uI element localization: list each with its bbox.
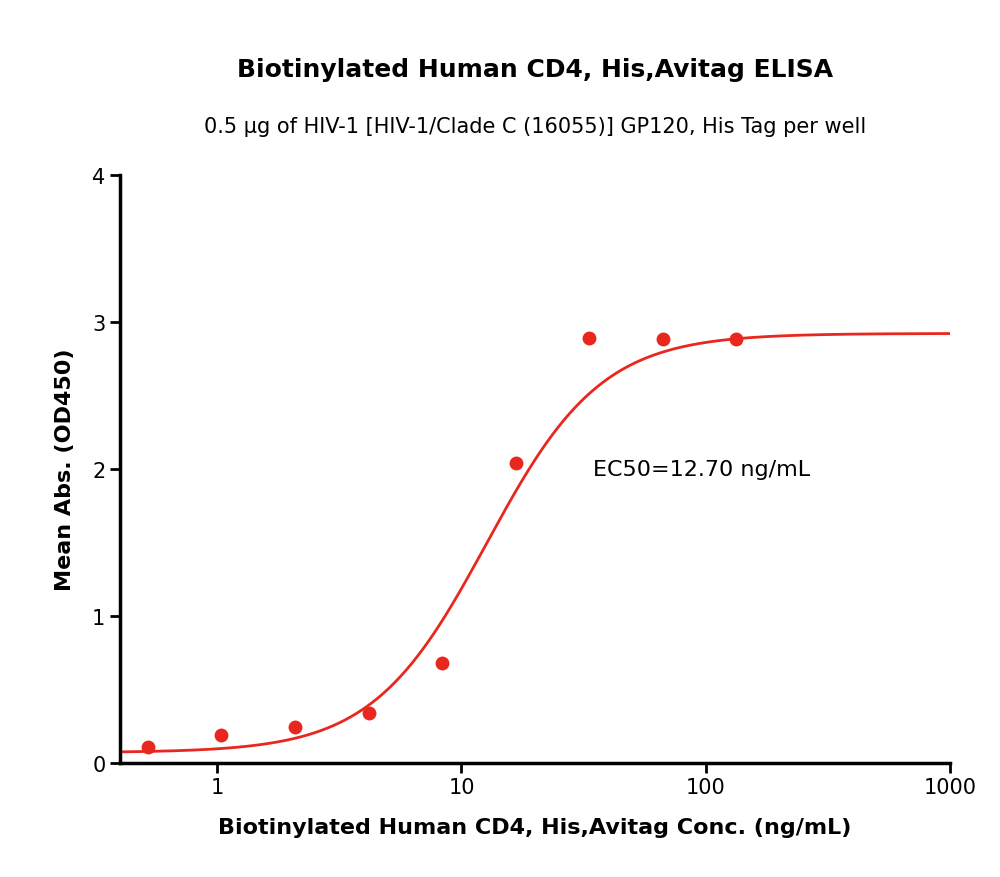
Point <box>361 706 377 720</box>
Point <box>140 740 156 754</box>
Y-axis label: Mean Abs. (OD450): Mean Abs. (OD450) <box>55 348 76 590</box>
Text: EC50=12.70 ng/mL: EC50=12.70 ng/mL <box>593 460 810 479</box>
Point <box>434 656 450 670</box>
Point <box>581 332 597 346</box>
Point <box>655 333 671 347</box>
Text: Biotinylated Human CD4, His,Avitag ELISA: Biotinylated Human CD4, His,Avitag ELISA <box>237 58 833 82</box>
X-axis label: Biotinylated Human CD4, His,Avitag Conc. (ng/mL): Biotinylated Human CD4, His,Avitag Conc.… <box>218 817 852 837</box>
Point <box>728 333 744 347</box>
Point <box>213 728 229 742</box>
Text: 0.5 μg of HIV-1 [HIV-1/Clade C (16055)] GP120, His Tag per well: 0.5 μg of HIV-1 [HIV-1/Clade C (16055)] … <box>204 118 866 137</box>
Point <box>508 456 524 470</box>
Point <box>287 720 303 734</box>
